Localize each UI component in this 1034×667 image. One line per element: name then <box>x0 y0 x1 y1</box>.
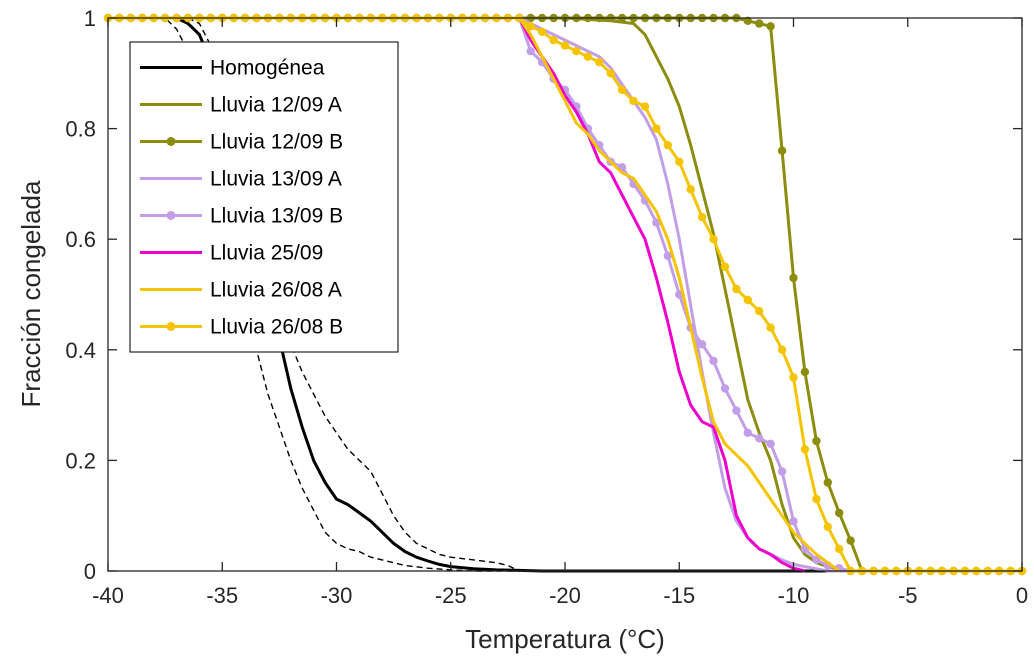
data-point-lluvia-12-09-b-59 <box>777 146 787 155</box>
series-lluvia-26-08-a <box>518 17 841 573</box>
x-tick-label-8: 0 <box>1016 583 1028 608</box>
data-point-lluvia-13-09-b-23 <box>777 467 787 476</box>
data-point-lluvia-12-09-b-58 <box>766 22 775 31</box>
data-point-lluvia-12-09-b-56 <box>743 16 752 25</box>
series-line-lluvia-25-09 <box>517 17 806 573</box>
data-point-lluvia-26-08-b-63 <box>823 522 832 531</box>
data-point-lluvia-26-08-b-49 <box>663 141 672 150</box>
legend-label: Lluvia 25/09 <box>210 242 323 265</box>
data-point-lluvia-12-09-b-62 <box>812 436 821 446</box>
legend-box <box>129 41 399 353</box>
data-point-lluvia-26-08-b-42 <box>583 52 593 61</box>
data-point-lluvia-26-08-b-56 <box>743 295 752 305</box>
series-line-homog-nea-banda-superior <box>108 17 1022 572</box>
data-point-lluvia-26-08-b-62 <box>812 494 821 504</box>
series-layer <box>103 13 1027 576</box>
legend-entry: Lluvia 26/08 A <box>140 279 342 302</box>
y-tick-label-3: 0.6 <box>65 227 96 252</box>
data-point-lluvia-26-08-b-54 <box>720 262 730 271</box>
legend-marker <box>166 322 176 331</box>
x-tick-label-7: -5 <box>898 583 918 608</box>
legend-entry: Lluvia 13/09 A <box>140 168 342 191</box>
data-point-lluvia-26-08-b-58 <box>766 323 775 332</box>
data-point-lluvia-12-09-b-61 <box>800 367 810 377</box>
data-point-lluvia-12-09-b-57 <box>755 19 764 28</box>
data-point-lluvia-13-09-b-1 <box>526 47 535 56</box>
x-axis-title: Temperatura (°C) <box>465 624 665 654</box>
data-point-lluvia-12-09-b-65 <box>846 536 855 545</box>
data-point-lluvia-26-08-b-50 <box>675 157 684 166</box>
series-lluvia-25-09 <box>517 17 806 573</box>
legend-marker <box>166 137 176 146</box>
data-point-lluvia-13-09-b-16 <box>697 340 707 349</box>
legend-label: Lluvia 12/09 B <box>210 131 343 154</box>
data-point-lluvia-26-08-b-43 <box>595 58 604 67</box>
data-point-lluvia-13-09-b-19 <box>732 406 741 415</box>
legend-label: Lluvia 26/08 B <box>210 316 343 339</box>
data-point-lluvia-26-08-b-55 <box>732 284 741 294</box>
data-point-lluvia-26-08-b-39 <box>549 35 558 45</box>
data-point-lluvia-26-08-b-48 <box>652 124 661 133</box>
series-homog-nea-banda-superior <box>108 17 1022 572</box>
x-tick-label-2: -30 <box>321 583 353 608</box>
data-point-lluvia-13-09-b-13 <box>663 251 672 260</box>
data-point-lluvia-13-09-b-18 <box>720 384 730 393</box>
legend-entry: Lluvia 12/09 B <box>140 131 343 154</box>
data-point-lluvia-12-09-b-60 <box>789 273 798 283</box>
data-point-lluvia-13-09-b-21 <box>755 434 764 443</box>
y-axis-title: Fracción congelada <box>16 180 46 407</box>
legend-label: Lluvia 13/09 A <box>210 168 342 191</box>
data-point-lluvia-26-08-b-51 <box>686 185 695 194</box>
legend-label: Lluvia 12/09 A <box>210 94 342 117</box>
legend-entry: Lluvia 25/09 <box>140 242 323 265</box>
y-tick-label-4: 0.8 <box>65 117 96 142</box>
y-tick-label-1: 0.2 <box>65 448 96 473</box>
x-tick-label-0: -40 <box>92 583 124 608</box>
data-point-lluvia-13-09-b-22 <box>766 439 775 448</box>
data-point-lluvia-13-09-b-26 <box>812 555 821 565</box>
data-point-lluvia-13-09-b-17 <box>709 356 718 366</box>
data-point-lluvia-26-08-b-45 <box>617 85 627 95</box>
legend-label: Lluvia 26/08 A <box>210 279 342 302</box>
legend-label: Homogénea <box>210 57 325 80</box>
data-point-lluvia-26-08-b-46 <box>629 96 638 106</box>
data-point-lluvia-26-08-b-52 <box>697 212 707 222</box>
x-tick-label-3: -25 <box>435 583 467 608</box>
tick-layer: -40 -35 -30 -25 -20 -15 -10 -5 0 0 0.2 0.4 0.6 0.8 1 <box>65 6 1028 608</box>
data-point-lluvia-26-08-b-38 <box>537 27 547 36</box>
data-point-lluvia-26-08-b-41 <box>572 47 581 56</box>
x-tick-label-4: -20 <box>549 583 581 608</box>
y-tick-label-0: 0 <box>84 559 96 584</box>
data-point-lluvia-12-09-b-64 <box>835 508 844 518</box>
series-line-lluvia-13-09-a <box>108 16 1022 573</box>
legend-entry: Homogénea <box>140 57 325 80</box>
data-point-lluvia-26-08-b-40 <box>560 41 570 50</box>
data-point-lluvia-26-08-b-53 <box>709 235 718 244</box>
data-point-lluvia-26-08-b-64 <box>835 544 844 554</box>
data-point-lluvia-26-08-b-59 <box>777 345 787 354</box>
y-tick-label-5: 1 <box>84 6 96 31</box>
data-point-lluvia-26-08-b-47 <box>640 102 650 111</box>
series-line-lluvia-26-08-a <box>518 17 841 573</box>
legend-label: Lluvia 13/09 B <box>210 205 343 228</box>
legend-entry: Lluvia 13/09 B <box>140 205 343 228</box>
x-tick-label-5: -15 <box>663 583 695 608</box>
data-point-lluvia-12-09-b-63 <box>823 478 832 487</box>
data-point-lluvia-13-09-b-20 <box>743 428 752 437</box>
data-point-lluvia-26-08-b-44 <box>606 69 615 78</box>
legend-entry: Lluvia 12/09 A <box>140 94 342 117</box>
data-point-lluvia-26-08-b-61 <box>800 445 810 454</box>
x-tick-label-6: -10 <box>778 583 810 608</box>
series-lluvia-13-09-a <box>108 16 1022 573</box>
y-tick-label-2: 0.4 <box>65 338 96 363</box>
x-tick-label-1: -35 <box>206 583 238 608</box>
legend-entry: Lluvia 26/08 B <box>140 316 343 339</box>
data-point-lluvia-26-08-b-60 <box>789 373 798 382</box>
data-point-lluvia-26-08-b-37 <box>526 22 535 31</box>
legend-marker <box>166 211 176 220</box>
data-point-lluvia-26-08-b-57 <box>755 306 764 316</box>
data-point-lluvia-13-09-b-24 <box>789 517 798 526</box>
legend: Homogénea Lluvia 12/09 A Lluvia 12/09 B Llu… <box>129 41 399 353</box>
